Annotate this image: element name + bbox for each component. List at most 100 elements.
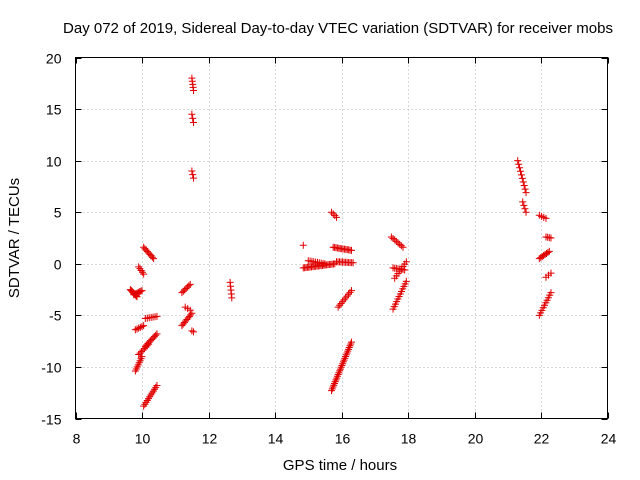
plot-frame: [75, 57, 608, 419]
data-point: [343, 292, 351, 300]
data-point: [228, 294, 236, 302]
data-point: [547, 289, 555, 297]
data-point: [189, 114, 197, 122]
data-point: [330, 381, 338, 389]
data-point: [328, 208, 336, 216]
data-point: [547, 269, 555, 277]
data-point: [345, 290, 353, 298]
data-point: [332, 376, 340, 384]
data-point: [190, 174, 198, 182]
data-point: [339, 298, 347, 306]
data-point: [394, 239, 402, 247]
data-point: [136, 349, 144, 357]
data-point: [136, 265, 144, 273]
data-point: [152, 331, 160, 339]
data-point: [401, 266, 409, 274]
data-point: [342, 294, 350, 302]
data-point: [517, 171, 525, 179]
y-tick-label: 10: [46, 154, 62, 170]
data-point: [190, 87, 198, 95]
data-point: [515, 160, 523, 168]
data-point: [334, 370, 342, 378]
data-point: [339, 360, 347, 368]
data-point: [399, 243, 407, 251]
data-point: [333, 213, 341, 221]
data-point: [347, 287, 355, 295]
x-tick-label: 20: [468, 431, 484, 447]
x-tick-label: 14: [268, 431, 284, 447]
y-tick-label: 15: [46, 102, 62, 118]
data-point: [140, 270, 148, 278]
y-tick-label: -10: [41, 360, 61, 376]
axis-ticks: [75, 57, 609, 420]
data-point: [547, 234, 555, 242]
data-point: [335, 369, 343, 377]
data-point: [516, 164, 524, 172]
data-point: [347, 338, 355, 346]
data-point: [135, 351, 143, 359]
x-tick-label: 16: [335, 431, 351, 447]
data-point: [342, 353, 350, 361]
y-tick-label: -5: [49, 308, 62, 324]
y-tick-label: -15: [41, 412, 61, 428]
data-point: [188, 167, 196, 175]
data-point: [402, 258, 410, 266]
data-point: [329, 210, 337, 218]
data-point: [387, 233, 395, 241]
data-point: [186, 280, 194, 288]
x-tick-label: 8: [73, 431, 81, 447]
data-point: [331, 212, 339, 220]
data-point: [333, 372, 341, 380]
data-point: [340, 296, 348, 304]
y-tick-label: 20: [46, 51, 62, 67]
data-point: [337, 299, 345, 307]
data-point: [148, 253, 156, 261]
data-point: [185, 282, 193, 290]
data-point: [190, 118, 198, 126]
data-point: [334, 303, 342, 311]
data-point: [391, 236, 399, 244]
data-point: [339, 358, 347, 366]
data-point: [336, 365, 344, 373]
data-point: [519, 178, 527, 186]
data-point: [190, 328, 198, 336]
x-tick-labels: 8 10 12 14 16 18 20 22 24: [73, 431, 617, 447]
y-tick-labels: -15 -10 -5 0 5 10 15 20: [41, 51, 61, 428]
data-point: [140, 322, 148, 330]
data-point: [188, 110, 196, 118]
data-point: [346, 342, 354, 350]
data-point: [521, 205, 529, 213]
data-point: [522, 189, 530, 197]
data-point: [347, 246, 355, 254]
data-point: [131, 326, 139, 334]
data-point: [519, 198, 527, 206]
data-point: [135, 263, 143, 271]
y-tick-label: 0: [54, 257, 62, 273]
data-point: [347, 340, 355, 348]
data-point: [333, 374, 341, 382]
data-point: [138, 322, 146, 330]
data-points: [126, 74, 555, 410]
data-point: [343, 349, 351, 357]
x-tick-label: 24: [601, 431, 617, 447]
data-point: [545, 247, 553, 255]
data-point: [342, 351, 350, 359]
data-point: [150, 255, 158, 263]
data-point: [138, 268, 146, 276]
x-axis-label: GPS time / hours: [283, 457, 397, 474]
data-point: [516, 167, 524, 175]
data-point: [514, 157, 522, 165]
data-point: [137, 266, 145, 274]
data-point: [336, 301, 344, 309]
data-point: [153, 381, 161, 389]
data-point: [299, 241, 307, 249]
data-point: [153, 312, 161, 320]
data-point: [396, 240, 404, 248]
data-point: [520, 182, 528, 190]
y-tick-label: 5: [54, 205, 62, 221]
data-point: [153, 330, 161, 338]
data-point: [136, 323, 144, 331]
data-point: [137, 287, 145, 295]
data-point: [331, 378, 339, 386]
data-point: [392, 237, 400, 245]
